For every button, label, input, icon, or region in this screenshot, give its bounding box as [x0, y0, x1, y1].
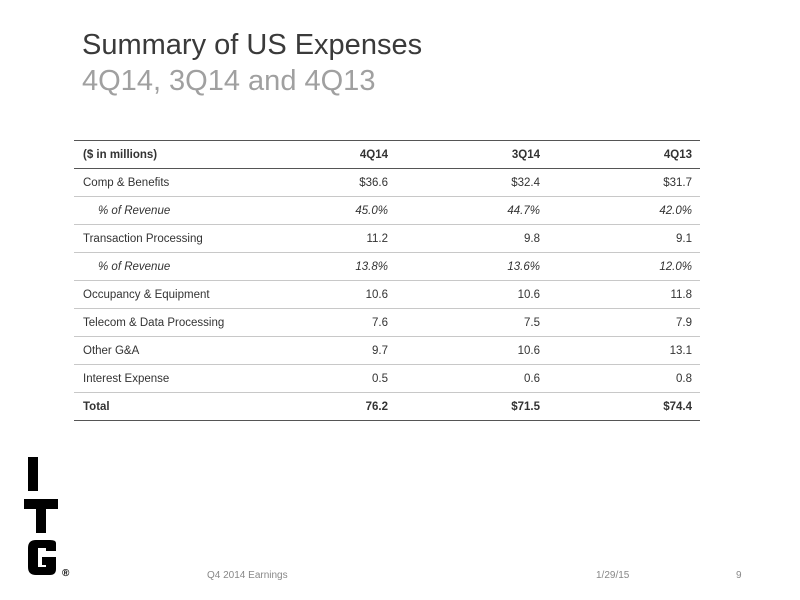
row-label: Comp & Benefits: [74, 168, 244, 197]
total-row: Total 76.2 $71.5 $74.4: [74, 392, 700, 421]
row-value: 11.8: [548, 280, 700, 309]
table-row: Interest Expense 0.5 0.6 0.8: [74, 364, 700, 393]
row-value: 13.1: [548, 336, 700, 365]
total-value: 76.2: [244, 392, 396, 421]
row-label: Occupancy & Equipment: [74, 280, 244, 309]
row-value: 0.6: [396, 364, 548, 393]
row-label: Telecom & Data Processing: [74, 308, 244, 337]
row-value: 10.6: [244, 280, 396, 309]
row-value: 0.5: [244, 364, 396, 393]
header-col-4q14: 4Q14: [244, 140, 396, 169]
logo-letter-g: [28, 540, 56, 575]
header-col-3q14: 3Q14: [396, 140, 548, 169]
expenses-table: ($ in millions) 4Q14 3Q14 4Q13 Comp & Be…: [74, 140, 700, 421]
row-value: 10.6: [396, 280, 548, 309]
logo-letter-t: [24, 499, 58, 533]
logo-letter-i: [28, 457, 38, 491]
row-label: Transaction Processing: [74, 224, 244, 253]
registered-mark: ®: [62, 568, 70, 579]
footer-page-number: 9: [736, 570, 742, 581]
row-value: 42.0%: [548, 196, 700, 225]
total-value: $74.4: [548, 392, 700, 421]
header-units-label: ($ in millions): [74, 140, 244, 169]
itg-logo: ®: [24, 457, 70, 579]
row-value: 12.0%: [548, 252, 700, 281]
header-col-4q13: 4Q13: [548, 140, 700, 169]
row-value: 10.6: [396, 336, 548, 365]
row-value: 7.9: [548, 308, 700, 337]
slide-title: Summary of US Expenses: [82, 29, 423, 61]
total-value: $71.5: [396, 392, 548, 421]
row-value: 45.0%: [244, 196, 396, 225]
row-label: Interest Expense: [74, 364, 244, 393]
row-value: 13.6%: [396, 252, 548, 281]
row-label: % of Revenue: [74, 196, 244, 225]
row-value: $36.6: [244, 168, 396, 197]
table-row: Telecom & Data Processing 7.6 7.5 7.9: [74, 308, 700, 337]
row-label: % of Revenue: [74, 252, 244, 281]
table-row: Other G&A 9.7 10.6 13.1: [74, 336, 700, 365]
table-row: Comp & Benefits $36.6 $32.4 $31.7: [74, 168, 700, 197]
table-row: Occupancy & Equipment 10.6 10.6 11.8: [74, 280, 700, 309]
footer-date: 1/29/15: [596, 570, 630, 581]
row-value: 7.5: [396, 308, 548, 337]
total-label: Total: [74, 392, 244, 421]
row-value: 7.6: [244, 308, 396, 337]
row-value: $31.7: [548, 168, 700, 197]
row-value: $32.4: [396, 168, 548, 197]
slide-subtitle: 4Q14, 3Q14 and 4Q13: [82, 65, 376, 97]
table-header-row: ($ in millions) 4Q14 3Q14 4Q13: [74, 140, 700, 169]
row-label: Other G&A: [74, 336, 244, 365]
row-value: 44.7%: [396, 196, 548, 225]
row-value: 0.8: [548, 364, 700, 393]
row-value: 13.8%: [244, 252, 396, 281]
row-value: 9.8: [396, 224, 548, 253]
footer-title: Q4 2014 Earnings: [207, 570, 288, 581]
row-value: 9.7: [244, 336, 396, 365]
row-value: 9.1: [548, 224, 700, 253]
table-row: % of Revenue 13.8% 13.6% 12.0%: [74, 252, 700, 281]
table-row: % of Revenue 45.0% 44.7% 42.0%: [74, 196, 700, 225]
row-value: 11.2: [244, 224, 396, 253]
table-row: Transaction Processing 11.2 9.8 9.1: [74, 224, 700, 253]
